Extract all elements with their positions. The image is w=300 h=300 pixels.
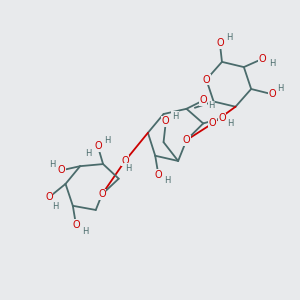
Text: H: H <box>269 59 275 68</box>
Text: O: O <box>98 189 106 199</box>
Text: O: O <box>121 156 129 166</box>
Text: O: O <box>183 135 190 145</box>
Text: O: O <box>58 165 65 175</box>
Text: H: H <box>172 112 178 121</box>
Text: O: O <box>154 169 162 179</box>
Text: H: H <box>227 119 233 128</box>
Text: O: O <box>94 141 102 151</box>
Text: H: H <box>226 33 232 42</box>
Text: H: H <box>104 136 110 145</box>
Text: O: O <box>209 118 216 128</box>
Text: O: O <box>162 116 170 126</box>
Text: O: O <box>202 75 210 85</box>
Text: H: H <box>164 176 171 185</box>
Text: O: O <box>45 193 53 202</box>
Text: O: O <box>200 95 207 106</box>
Text: O: O <box>218 113 226 123</box>
Text: H: H <box>85 149 92 158</box>
Text: O: O <box>72 220 80 230</box>
Text: O: O <box>259 54 266 64</box>
Text: H: H <box>49 160 55 169</box>
Text: H: H <box>125 164 131 173</box>
Text: H: H <box>82 227 88 236</box>
Text: H: H <box>277 85 283 94</box>
Text: H: H <box>52 202 58 211</box>
Text: H: H <box>208 101 215 110</box>
Text: O: O <box>268 89 276 99</box>
Text: O: O <box>216 38 224 48</box>
